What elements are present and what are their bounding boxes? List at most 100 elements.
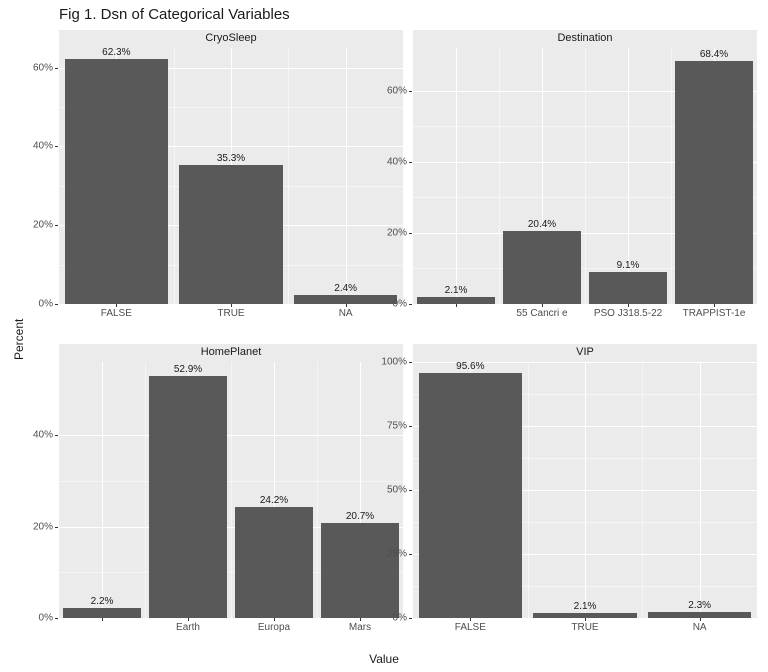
gridline-v-minor [499,48,500,304]
y-tick-mark [55,68,58,69]
y-tick-mark [55,527,58,528]
strip-destination: Destination [413,32,757,50]
x-tick-label: FALSE [101,308,132,319]
gridline-v-minor [145,362,146,618]
bar [321,523,398,618]
x-tick-mark [231,304,232,307]
x-tick-label: TRUE [217,308,244,319]
x-tick-mark [470,618,471,621]
gridline-v-minor [671,48,672,304]
bar [589,272,666,304]
bar-value-label: 2.4% [334,283,357,294]
y-tick-mark [55,304,58,305]
bar [675,61,752,304]
y-tick-mark [409,554,412,555]
bar [419,373,522,618]
bar-value-label: 35.3% [217,153,245,164]
plot-homeplanet: 2.2% 52.9% 24.2% 20.7% [59,362,403,618]
x-tick-mark [542,304,543,307]
y-tick-label: 0% [25,613,53,624]
bar [179,165,282,304]
y-tick-mark [409,490,412,491]
x-tick-mark [585,618,586,621]
bar-value-label: 2.2% [91,596,114,607]
x-tick-mark [456,304,457,307]
x-tick-label: Mars [349,622,371,633]
x-tick-mark [714,304,715,307]
bar-value-label: 52.9% [174,364,202,375]
x-tick-mark [346,304,347,307]
x-tick-label: TRAPPIST-1e [683,308,746,319]
gridline-v-minor [174,48,175,304]
bar [65,59,168,304]
y-tick-label: 25% [379,549,407,560]
plot-cryosleep: 62.3%35.3%2.4% [59,48,403,304]
x-tick-mark [360,618,361,621]
strip-homeplanet: HomePlanet [59,346,403,364]
y-tick-mark [409,304,412,305]
plot-vip: 95.6%2.1%2.3% [413,362,757,618]
y-tick-label: 40% [379,156,407,167]
y-axis-label: Percent [12,319,26,360]
y-tick-mark [409,91,412,92]
plot-destination: 2.1% 20.4% 9.1% 68.4% [413,48,757,304]
bar [417,297,494,304]
y-tick-label: 0% [379,299,407,310]
y-tick-mark [409,162,412,163]
y-tick-mark [409,362,412,363]
y-tick-mark [55,225,58,226]
gridline-h [413,304,757,305]
y-tick-label: 0% [25,299,53,310]
gridline-h [59,618,403,619]
y-tick-mark [55,435,58,436]
gridline-v-minor [642,362,643,618]
bar-value-label: 2.1% [445,285,468,296]
y-tick-label: 20% [25,521,53,532]
bar [503,231,580,304]
gridline-v [585,362,586,618]
x-tick-label: NA [339,308,353,319]
bar-value-label: 9.1% [617,260,640,271]
bar-value-label: 24.2% [260,495,288,506]
bar-value-label: 68.4% [700,49,728,60]
y-tick-mark [409,233,412,234]
strip-cryosleep: CryoSleep [59,32,403,50]
y-tick-label: 60% [379,85,407,96]
x-tick-mark [116,304,117,307]
gridline-v [456,48,457,304]
y-tick-label: 0% [379,613,407,624]
bar-value-label: 20.7% [346,511,374,522]
bar [149,376,226,618]
gridline-v-minor [288,48,289,304]
y-tick-label: 50% [379,485,407,496]
gridline-v [700,362,701,618]
x-tick-label: PSO J318.5-22 [594,308,662,319]
x-tick-mark [274,618,275,621]
x-tick-mark [102,618,103,621]
x-tick-label: NA [693,622,707,633]
gridline-v [346,48,347,304]
gridline-v [102,362,103,618]
x-tick-label: Europa [258,622,290,633]
y-tick-mark [409,618,412,619]
gridline-v-minor [585,48,586,304]
x-tick-label: Earth [176,622,200,633]
gridline-v-minor [231,362,232,618]
y-tick-label: 40% [25,430,53,441]
y-tick-mark [409,426,412,427]
bar-value-label: 20.4% [528,219,556,230]
x-tick-label: FALSE [455,622,486,633]
y-tick-label: 40% [25,141,53,152]
x-axis-label: Value [0,652,768,666]
y-tick-mark [55,146,58,147]
y-tick-mark [55,618,58,619]
bar-value-label: 2.1% [574,601,597,612]
figure-title: Fig 1. Dsn of Categorical Variables [59,6,290,23]
y-tick-label: 75% [379,421,407,432]
x-tick-mark [700,618,701,621]
x-tick-label: 55 Cancri e [516,308,567,319]
bar [235,507,312,618]
bar-value-label: 2.3% [688,600,711,611]
x-tick-mark [628,304,629,307]
gridline-v-minor [528,362,529,618]
